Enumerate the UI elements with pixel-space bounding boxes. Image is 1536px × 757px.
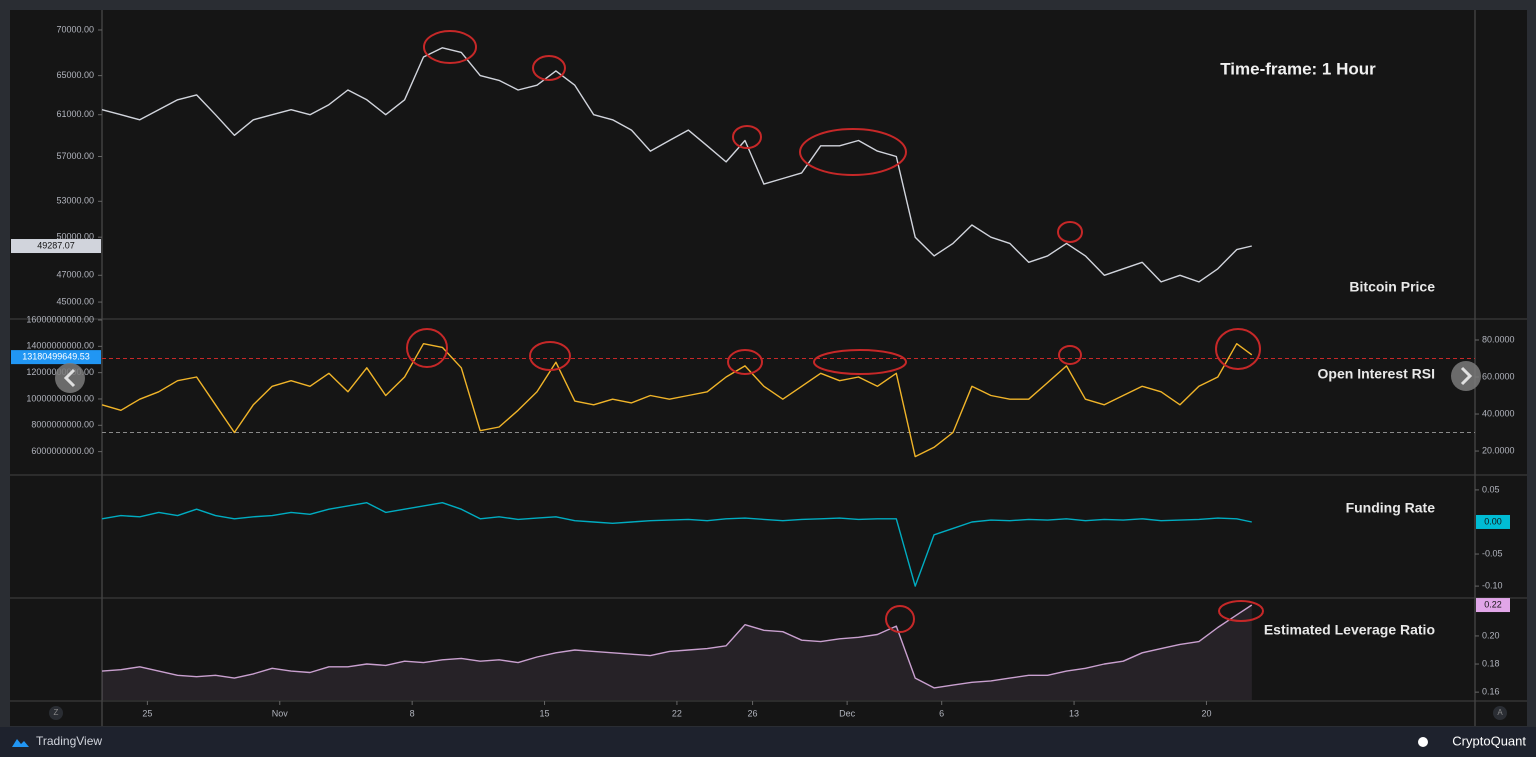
- price-tag-label: 49287.07: [37, 240, 75, 250]
- price-tag-label: 0.22: [1484, 599, 1502, 609]
- annotation: Time-frame: 1 Hour: [1220, 59, 1376, 78]
- panel-label: Funding Rate: [1346, 500, 1436, 516]
- prev-button-bg[interactable]: [55, 363, 85, 393]
- next-button-bg[interactable]: [1451, 361, 1481, 391]
- y-tick-label: 61000.00: [56, 109, 94, 119]
- x-tick-label: 26: [748, 708, 758, 718]
- y2-tick-label: -0.10: [1482, 580, 1503, 590]
- price-tag-label: 0.00: [1484, 516, 1502, 526]
- highlight-circle: [1058, 345, 1082, 365]
- axis-button[interactable]: [49, 706, 63, 720]
- y-tick-label: 10000000000.00: [26, 393, 94, 403]
- line: [101, 604, 1253, 689]
- x-tick-label: 25: [142, 708, 152, 718]
- y-tick-label: 16000000000.00: [26, 314, 94, 324]
- chart-area: [10, 10, 1527, 726]
- y-tick-label: 14000000000.00: [26, 341, 94, 351]
- price-tag: [1476, 514, 1510, 529]
- y-tick-label: 47000.00: [56, 270, 94, 280]
- x-tick-label: Nov: [272, 708, 289, 718]
- y2-tick-label: 80.0000: [1482, 334, 1515, 344]
- highlight-circle: [1057, 221, 1083, 243]
- prev-button[interactable]: [55, 363, 85, 393]
- y-tick-label: 57000.00: [56, 151, 94, 161]
- x-tick-label: 8: [410, 708, 415, 718]
- footer-left: TradingView: [36, 734, 102, 748]
- y2-tick-label: 0.20: [1482, 630, 1500, 640]
- highlight-circle: [1215, 328, 1261, 370]
- area: [102, 605, 1252, 700]
- y-tick-label: 6000000000.00: [31, 446, 94, 456]
- x-tick-label: 15: [540, 708, 550, 718]
- footer-right: CryptoQuant: [1452, 733, 1526, 748]
- tradingview-logo: [12, 739, 29, 747]
- highlight-circle: [727, 349, 763, 375]
- y2-tick-label: 0.16: [1482, 687, 1500, 697]
- highlight-circle: [885, 605, 915, 633]
- highlight-circle: [732, 125, 762, 149]
- highlight-circle: [423, 30, 477, 64]
- next-button[interactable]: [1451, 361, 1481, 391]
- line: [101, 502, 1252, 587]
- cryptoquant-logo: [1418, 737, 1428, 747]
- x-tick-label: Dec: [839, 708, 856, 718]
- highlight-circle: [406, 328, 448, 368]
- highlight-circle: [799, 128, 907, 176]
- price-tag: [1476, 598, 1510, 613]
- price-tag-label: 13180499649.53: [22, 351, 90, 361]
- highlight-circle: [813, 349, 907, 375]
- highlight-circle: [1218, 600, 1264, 622]
- x-tick-label: 20: [1201, 708, 1211, 718]
- x-tick-label: 6: [939, 708, 944, 718]
- panel-label: Bitcoin Price: [1349, 279, 1435, 295]
- highlights: [406, 30, 1264, 633]
- axis-button[interactable]: [1493, 706, 1507, 720]
- y-tick-label: 50000.00: [56, 232, 94, 242]
- y2-tick-label: 60.0000: [1482, 371, 1515, 381]
- next-arrow: [1460, 366, 1473, 386]
- y2-tick-label: 0.05: [1482, 484, 1500, 494]
- y2-tick-label: 0.18: [1482, 658, 1500, 668]
- highlight-circle: [532, 55, 566, 81]
- y-tick-label: 65000.00: [56, 70, 94, 80]
- y-tick-label: 53000.00: [56, 196, 94, 206]
- y2-tick-label: 20.0000: [1482, 445, 1515, 455]
- y-tick-label: 8000000000.00: [31, 420, 94, 430]
- highlight-circle: [529, 341, 571, 371]
- y-tick-label: 70000.00: [56, 24, 94, 34]
- y2-tick-label: -0.05: [1482, 548, 1503, 558]
- y-tick-label: 45000.00: [56, 296, 94, 306]
- footer-bar: [0, 727, 1536, 757]
- price-tag: [11, 239, 101, 254]
- axis-button-label: A: [1497, 708, 1503, 717]
- x-tick-label: 13: [1069, 708, 1079, 718]
- marks: 45000.00 47000.00 50000.00 53000.00 57000.00…: [11, 24, 1515, 718]
- prev-arrow: [63, 368, 76, 388]
- line: [101, 343, 1253, 458]
- price-tag: [11, 350, 101, 365]
- x-tick-label: 22: [672, 708, 682, 718]
- panel-label: Estimated Leverage Ratio: [1264, 622, 1435, 638]
- axis-button-label: Z: [54, 708, 59, 717]
- line: [101, 47, 1252, 283]
- y2-tick-label: 40.0000: [1482, 408, 1515, 418]
- panel-label: Open Interest RSI: [1318, 366, 1435, 382]
